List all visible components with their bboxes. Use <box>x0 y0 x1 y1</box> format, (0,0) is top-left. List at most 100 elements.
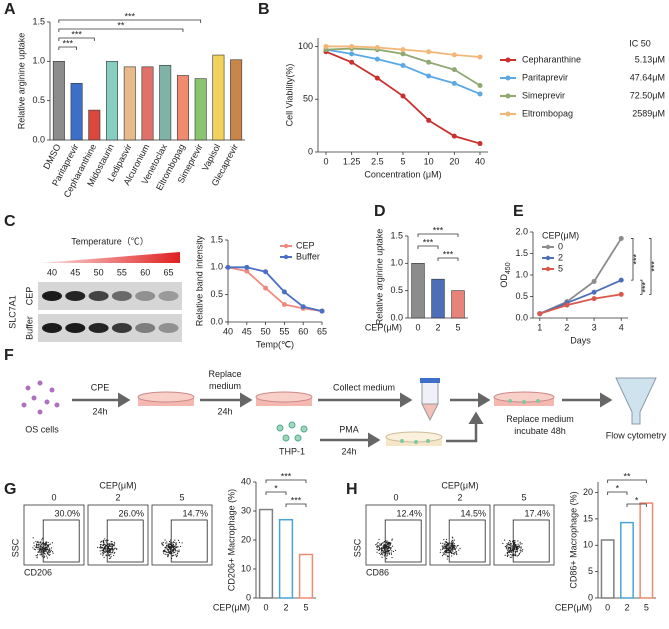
event-dot <box>511 551 513 554</box>
data-point <box>591 289 597 295</box>
y-tick-label: 0.0 <box>210 316 223 326</box>
event-dot <box>517 540 519 542</box>
significance-label: *** <box>423 237 434 247</box>
event-dot <box>443 544 445 546</box>
event-dot <box>380 553 383 555</box>
event-dot <box>449 547 451 549</box>
lane-label: 55 <box>117 267 127 277</box>
event-dot <box>439 551 441 553</box>
event-dot <box>173 546 175 548</box>
event-dot <box>388 541 391 544</box>
significance-bracket <box>58 37 95 41</box>
event-dot <box>161 542 163 544</box>
event-dot <box>113 548 116 550</box>
panel-label: B <box>258 1 270 18</box>
event-dot <box>43 543 46 545</box>
event-dot <box>514 548 516 550</box>
legend-value: 5.13μM <box>635 54 665 64</box>
event-dot <box>511 545 513 547</box>
event-dot <box>458 549 460 551</box>
event-dot <box>32 537 34 539</box>
event-dot <box>168 540 171 543</box>
event-dot <box>454 549 457 551</box>
significance-bracket <box>626 503 647 507</box>
event-dot <box>459 547 461 549</box>
lane-label: 40 <box>47 267 57 277</box>
dose-label: 5 <box>521 492 526 502</box>
event-dot <box>174 554 176 556</box>
diagram-text-line: Replace medium <box>506 414 574 424</box>
event-dot <box>169 543 171 545</box>
event-dot <box>377 542 379 544</box>
data-point <box>426 49 432 55</box>
legend-marker <box>283 243 289 249</box>
event-dot <box>169 548 171 550</box>
data-point <box>451 133 457 139</box>
event-dot <box>508 551 510 553</box>
y-axis-label: SSC <box>10 538 20 557</box>
event-dot <box>47 551 49 553</box>
event-dot <box>174 547 176 550</box>
legend-label: Buffer <box>296 251 320 261</box>
event-dot <box>447 543 449 545</box>
event-dot <box>34 549 36 551</box>
event-dot <box>169 546 171 549</box>
event-dot <box>444 552 446 554</box>
event-dot <box>449 549 451 552</box>
event-dot <box>177 539 180 541</box>
data-point <box>349 51 355 57</box>
event-dot <box>164 550 166 552</box>
event-dot <box>514 551 517 553</box>
event-dot <box>452 541 454 543</box>
data-point <box>374 75 380 81</box>
bar <box>258 508 274 599</box>
event-dot <box>103 541 105 543</box>
event-dot <box>41 548 43 550</box>
event-dot <box>176 552 178 555</box>
y-tick-label: 1.5 <box>515 248 528 258</box>
data-point <box>400 47 406 53</box>
event-dot <box>104 548 106 550</box>
event-dot <box>167 553 169 556</box>
event-dot <box>519 543 521 545</box>
event-dot <box>100 543 102 546</box>
y-tick-label: 15 <box>583 513 593 523</box>
y-tick-label: 1.5 <box>210 234 223 244</box>
legend-marker <box>283 254 289 260</box>
event-dot <box>40 542 42 544</box>
data-point <box>426 73 432 79</box>
event-dot <box>50 549 52 551</box>
event-dot <box>46 555 48 557</box>
event-dot <box>103 543 105 545</box>
event-dot <box>445 541 448 543</box>
event-dot <box>391 539 393 541</box>
data-point <box>564 302 570 308</box>
flow-funnel <box>615 377 657 425</box>
data-point <box>618 277 624 283</box>
event-dot <box>382 548 384 550</box>
diagram-text: Flow cytometry <box>606 430 667 440</box>
flow-plot <box>429 504 491 566</box>
event-dot <box>509 556 511 558</box>
x-axis-label: CD206 <box>24 567 52 577</box>
data-point <box>281 289 287 295</box>
event-dot <box>167 551 169 553</box>
data-point <box>451 67 457 73</box>
event-dot <box>35 540 37 543</box>
event-dot <box>162 549 165 552</box>
event-dot <box>380 544 382 546</box>
event-dot <box>391 550 393 552</box>
event-dot <box>440 549 442 551</box>
gate <box>384 519 422 563</box>
event-dot <box>510 543 513 545</box>
workflow-diagram: F OS cells CPE 24h Replace medium 24h Col… <box>4 347 667 456</box>
diagram-text: 24h <box>341 446 356 456</box>
event-dot <box>166 551 168 553</box>
event-dot <box>386 558 388 560</box>
significance-bracket <box>607 479 647 483</box>
event-dot <box>442 553 445 555</box>
event-dot <box>389 544 391 546</box>
event-dot <box>164 547 167 549</box>
event-dot <box>391 538 393 540</box>
